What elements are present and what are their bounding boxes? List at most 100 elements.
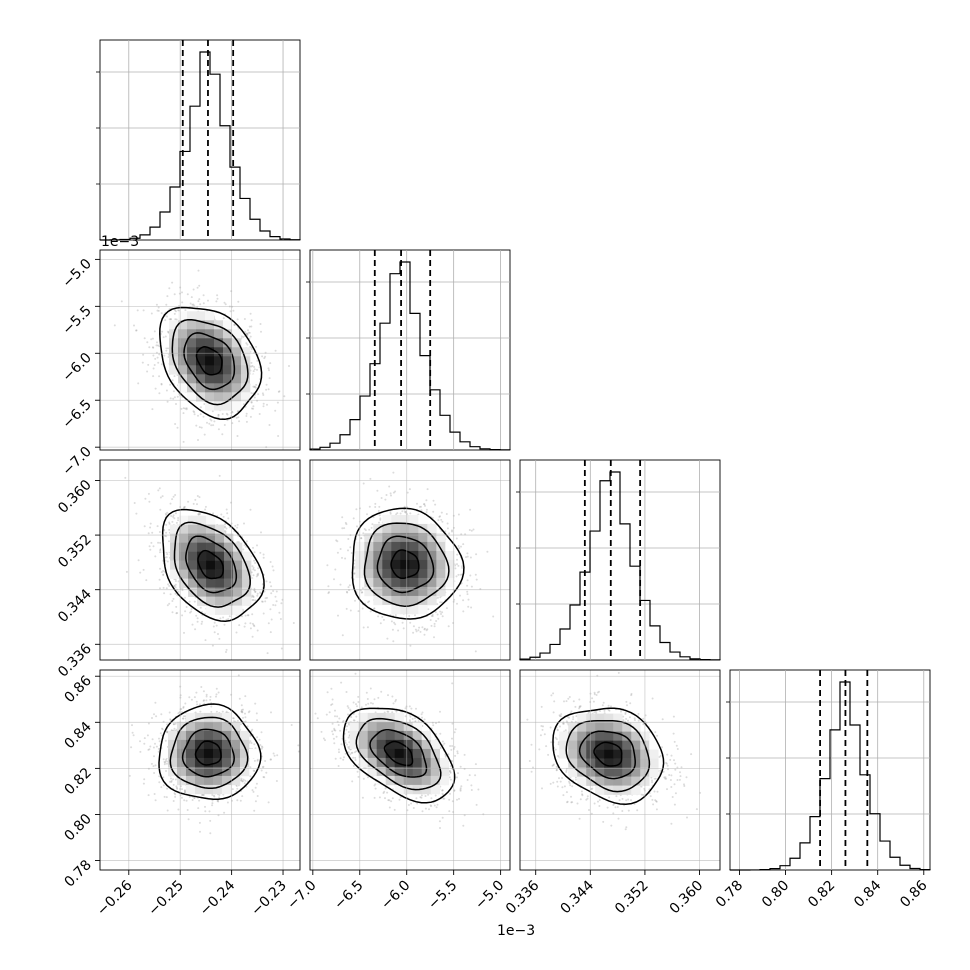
sample-point bbox=[182, 412, 185, 415]
sample-point bbox=[277, 435, 280, 437]
sample-point bbox=[349, 546, 352, 549]
sample-point bbox=[168, 522, 171, 525]
sample-point bbox=[412, 625, 415, 628]
sample-point bbox=[153, 364, 156, 366]
sample-point bbox=[237, 300, 240, 303]
sample-point bbox=[154, 357, 157, 360]
density-cell bbox=[233, 560, 243, 570]
sample-point bbox=[165, 587, 168, 590]
sample-point bbox=[378, 505, 381, 508]
sample-point bbox=[200, 622, 203, 625]
sample-point bbox=[177, 590, 180, 593]
density-cell bbox=[418, 550, 428, 561]
sample-point bbox=[253, 551, 256, 554]
sample-point bbox=[256, 629, 259, 632]
sample-point bbox=[274, 595, 277, 598]
sample-point bbox=[165, 535, 168, 538]
sample-point bbox=[151, 408, 154, 411]
sample-point bbox=[328, 591, 330, 594]
sample-point bbox=[248, 331, 251, 334]
sample-point bbox=[433, 622, 436, 625]
density-cell bbox=[409, 532, 419, 543]
sample-point bbox=[341, 527, 344, 530]
density-cell bbox=[188, 524, 198, 534]
sample-point bbox=[218, 796, 221, 799]
sample-point bbox=[433, 636, 435, 639]
sample-point bbox=[259, 323, 262, 325]
sample-point bbox=[337, 614, 339, 617]
sample-point bbox=[469, 556, 472, 559]
density-cell bbox=[215, 596, 225, 606]
density-cell bbox=[391, 568, 401, 579]
sample-point bbox=[423, 503, 425, 506]
density-cell bbox=[223, 365, 233, 375]
sample-point bbox=[272, 604, 275, 606]
sample-point bbox=[146, 734, 149, 737]
sample-point bbox=[253, 386, 256, 388]
sample-point bbox=[195, 614, 198, 617]
sample-point bbox=[436, 613, 439, 616]
sample-point bbox=[347, 549, 349, 552]
density-cell bbox=[223, 401, 233, 411]
sample-point bbox=[424, 504, 426, 507]
sample-point bbox=[156, 356, 159, 359]
sample-point bbox=[254, 800, 257, 803]
density-cell bbox=[364, 586, 374, 597]
sample-point bbox=[262, 556, 265, 559]
sample-point bbox=[183, 506, 186, 509]
sample-point bbox=[191, 303, 194, 306]
sample-point bbox=[238, 420, 241, 423]
sample-point bbox=[164, 319, 167, 322]
sample-point bbox=[374, 502, 377, 505]
sample-point bbox=[467, 605, 470, 608]
density-cell bbox=[196, 347, 206, 357]
sample-point bbox=[141, 361, 144, 364]
sample-point bbox=[403, 510, 406, 513]
panel-content bbox=[100, 460, 300, 660]
sample-point bbox=[245, 342, 248, 345]
sample-point bbox=[175, 318, 178, 321]
sample-point bbox=[253, 385, 256, 388]
sample-point bbox=[441, 520, 444, 523]
sample-point bbox=[195, 424, 198, 427]
sample-point bbox=[341, 556, 343, 559]
sample-point bbox=[199, 413, 202, 416]
sample-point bbox=[414, 614, 416, 617]
sample-point bbox=[336, 551, 339, 554]
sample-point bbox=[149, 526, 152, 529]
sample-point bbox=[171, 520, 174, 523]
density-cell bbox=[169, 320, 179, 330]
density-cell bbox=[205, 401, 215, 411]
sample-point bbox=[212, 424, 215, 427]
sample-point bbox=[202, 415, 205, 418]
sample-point bbox=[250, 346, 253, 349]
sample-point bbox=[434, 503, 437, 506]
density-cell bbox=[251, 578, 261, 588]
sample-point bbox=[466, 579, 469, 582]
density-cell bbox=[382, 586, 392, 597]
sample-point bbox=[169, 719, 172, 721]
sample-point bbox=[352, 517, 355, 520]
density-cell bbox=[179, 524, 189, 534]
sample-point bbox=[225, 710, 228, 713]
sample-point bbox=[451, 530, 453, 533]
density-cell bbox=[187, 374, 197, 384]
sample-point bbox=[252, 370, 255, 373]
sample-point bbox=[403, 505, 406, 508]
sample-point bbox=[252, 790, 255, 793]
sample-point bbox=[434, 611, 437, 614]
sample-point bbox=[244, 779, 247, 782]
sample-point bbox=[249, 775, 252, 778]
sample-point bbox=[203, 403, 206, 405]
sample-point bbox=[152, 765, 155, 768]
density-cell bbox=[382, 550, 392, 561]
sample-point bbox=[435, 620, 438, 622]
density-cell bbox=[187, 365, 197, 375]
sample-point bbox=[278, 390, 281, 393]
sample-point bbox=[274, 349, 277, 352]
sample-point bbox=[192, 502, 195, 505]
contour-line bbox=[390, 549, 420, 580]
density-cell bbox=[400, 541, 410, 552]
sample-point bbox=[169, 502, 172, 505]
density-cell bbox=[391, 595, 401, 606]
